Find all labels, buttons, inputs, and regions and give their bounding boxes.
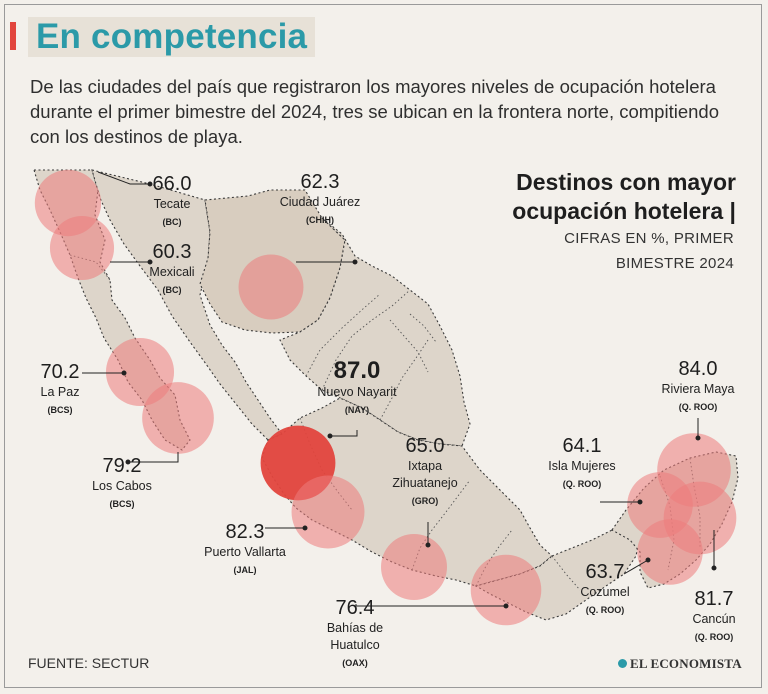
bubble-layer	[34, 169, 737, 626]
legend-subtitle: CIFRAS EN %, PRIMER BIMESTRE 2024	[514, 226, 734, 276]
leader-dot-riviera-maya	[695, 435, 701, 441]
leader-dot-ciudad-juarez	[352, 259, 358, 265]
legend-title: Destinos con mayor ocupación hotelera |	[512, 168, 736, 226]
city-label-riviera-maya: Riviera Maya	[662, 382, 735, 396]
leader-lines-layer	[82, 171, 717, 609]
state-label-isla-mujeres: (Q. ROO)	[563, 479, 602, 489]
leader-dot-bahias-de-huatulco	[503, 603, 509, 609]
value-label-bahias-de-huatulco: 76.4	[336, 597, 375, 619]
state-label-cancun: (Q. ROO)	[695, 632, 734, 642]
state-label-nuevo-nayarit: (NAY)	[345, 405, 369, 415]
leader-dot-tecate	[147, 181, 153, 187]
brand-logo: EL ECONOMISTA	[618, 656, 742, 672]
frame	[4, 4, 762, 688]
intro-text: De las ciudades del país que registraron…	[30, 76, 719, 147]
leader-dot-los-cabos	[125, 459, 131, 465]
leader-dot-puerto-vallarta	[302, 525, 308, 531]
state-label-ciudad-juarez: (CHIH)	[306, 215, 334, 225]
leader-dot-mexicali	[147, 259, 153, 265]
brand-dot-icon	[618, 659, 627, 668]
city-label-bahias-de-huatulco: Bahías de	[327, 621, 383, 635]
state-label-la-paz: (BCS)	[48, 405, 73, 415]
value-label-riviera-maya: 84.0	[679, 358, 718, 380]
state-label-ixtapa-zihuatanejo: (GRO)	[412, 496, 439, 506]
leader-cozumel	[623, 559, 649, 575]
bubble-bahias-de-huatulco	[470, 554, 542, 626]
central-shape	[261, 397, 553, 587]
city-label-la-paz: La Paz	[41, 385, 80, 399]
leader-dot-cozumel	[645, 557, 651, 563]
city-label-ixtapa-zihuatanejo: Ixtapa	[408, 459, 442, 473]
city-label-isla-mujeres: Isla Mujeres	[548, 459, 615, 473]
value-label-la-paz: 70.2	[41, 361, 80, 383]
legend-subtitle-line1: CIFRAS EN %, PRIMER	[564, 230, 734, 247]
bubble-cancun	[663, 481, 737, 555]
city-label-cozumel: Cozumel	[580, 585, 629, 599]
legend-title-line2: ocupación hotelera |	[512, 198, 736, 224]
leader-dot-isla-mujeres	[637, 499, 643, 505]
state-label-cozumel: (Q. ROO)	[586, 605, 625, 615]
leader-dot-cancun	[711, 565, 717, 571]
value-label-isla-mujeres: 64.1	[563, 435, 602, 457]
value-label-cozumel: 63.7	[586, 561, 625, 583]
state-label-los-cabos: (BCS)	[110, 499, 135, 509]
legend-title-line1: Destinos con mayor	[516, 169, 736, 195]
city-label-nuevo-nayarit: Nuevo Nayarit	[317, 385, 397, 399]
legend-subtitle-line2: BIMESTRE 2024	[615, 255, 734, 272]
city-label-ixtapa-zihuatanejo-1: Zihuatanejo	[392, 476, 457, 490]
city-label-tecate: Tecate	[154, 197, 191, 211]
leader-dot-la-paz	[121, 370, 127, 376]
bubble-ixtapa-zihuatanejo	[381, 534, 447, 600]
leader-dot-ixtapa-zihuatanejo	[425, 542, 431, 548]
title-accent-bar	[10, 22, 16, 50]
leader-bahias-de-huatulco	[355, 604, 506, 607]
state-label-bahias-de-huatulco: (OAX)	[342, 658, 368, 668]
brand-name: EL ECONOMISTA	[630, 656, 742, 671]
city-label-puerto-vallarta: Puerto Vallarta	[204, 545, 286, 559]
value-label-los-cabos: 79.2	[103, 455, 142, 477]
leader-nuevo-nayarit	[330, 430, 358, 437]
city-label-ciudad-juarez: Ciudad Juárez	[280, 195, 361, 209]
city-label-bahias-de-huatulco-1: Huatulco	[330, 638, 379, 652]
city-label-los-cabos: Los Cabos	[92, 479, 152, 493]
value-label-nuevo-nayarit: 87.0	[334, 357, 381, 384]
state-label-tecate: (BC)	[163, 217, 182, 227]
bubble-los-cabos	[142, 382, 214, 454]
leader-tecate	[97, 171, 150, 185]
value-label-puerto-vallarta: 82.3	[226, 521, 265, 543]
city-label-cancun: Cancún	[692, 612, 735, 626]
value-labels-layer: 66.0 Tecate (BC) 60.3 Mexicali (BC) 62.3 Ciudad…	[41, 171, 736, 668]
state-label-puerto-vallarta: (JAL)	[234, 565, 257, 575]
value-label-cancun: 81.7	[695, 588, 734, 610]
value-label-ixtapa-zihuatanejo: 65.0	[406, 435, 445, 457]
value-label-mexicali: 60.3	[153, 241, 192, 263]
leader-los-cabos	[128, 452, 179, 463]
leader-dot-nuevo-nayarit	[327, 433, 333, 439]
source-note: FUENTE: SECTUR	[28, 655, 150, 671]
city-label-mexicali: Mexicali	[149, 265, 194, 279]
page-title: En competencia	[28, 17, 316, 57]
bubble-mexicali	[49, 215, 115, 281]
bubble-ciudad-juarez	[238, 254, 304, 320]
value-label-ciudad-juarez: 62.3	[301, 171, 340, 193]
state-label-mexicali: (BC)	[163, 285, 182, 295]
value-label-tecate: 66.0	[153, 173, 192, 195]
bubble-puerto-vallarta	[291, 475, 365, 549]
state-label-riviera-maya: (Q. ROO)	[679, 402, 718, 412]
